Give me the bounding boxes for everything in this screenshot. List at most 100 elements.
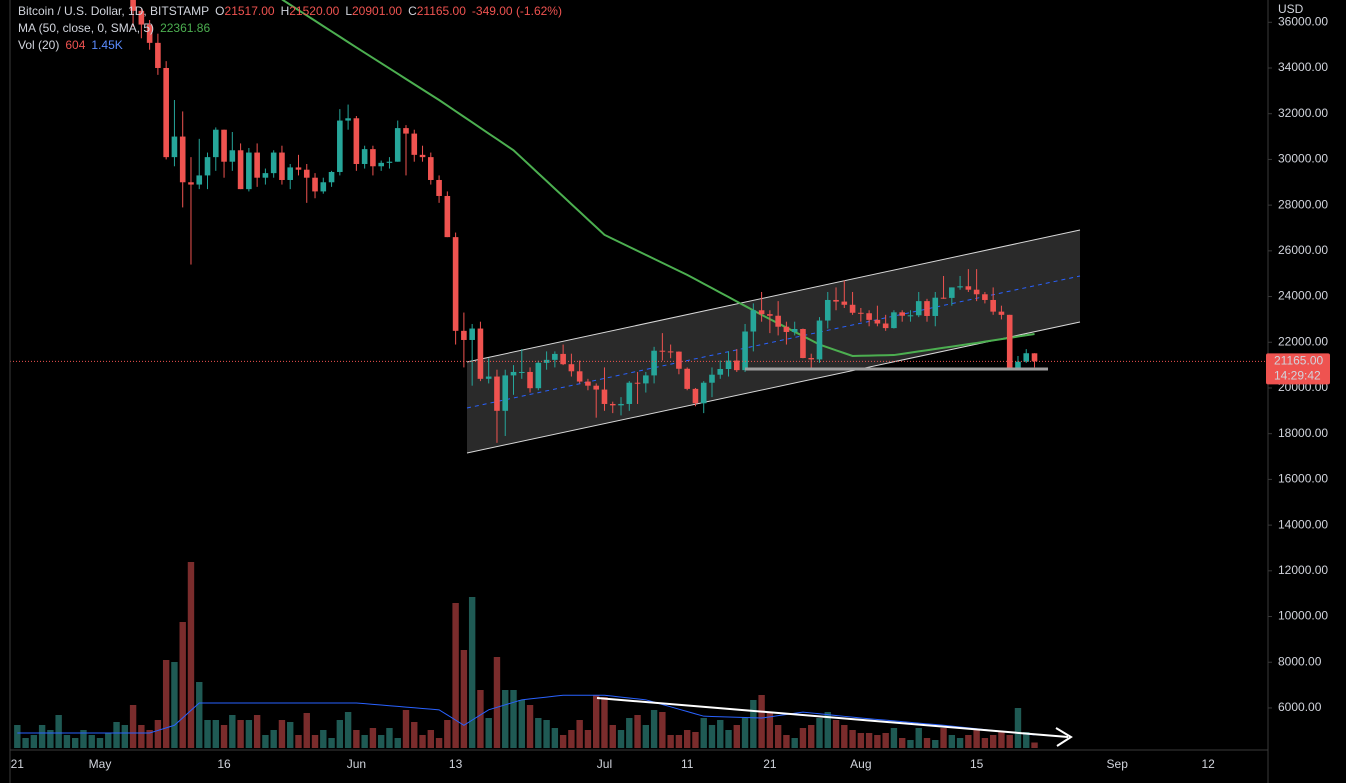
- volume-name: Vol (20): [18, 38, 59, 52]
- candle-body: [907, 315, 914, 317]
- volume-bar: [551, 728, 559, 748]
- candle-body: [320, 182, 327, 192]
- x-tick-label: Aug: [850, 757, 871, 771]
- candle-body: [527, 371, 533, 389]
- x-tick-label: May: [89, 757, 112, 771]
- volume-bar: [113, 722, 120, 748]
- volume-bar: [659, 712, 666, 748]
- volume-bar: [162, 660, 170, 748]
- candle-body: [659, 350, 666, 352]
- volume-bar: [270, 730, 277, 748]
- volume-bar: [741, 718, 749, 748]
- volume-bar: [303, 713, 310, 748]
- volume-bar: [262, 735, 269, 748]
- volume-bar: [55, 715, 62, 748]
- volume-bar: [965, 735, 972, 748]
- volume-bar: [824, 712, 831, 748]
- volume-bar: [146, 730, 153, 748]
- volume-bar: [849, 730, 856, 748]
- volume-bar: [708, 725, 716, 748]
- volume-bar: [38, 725, 46, 748]
- volume-bar: [105, 733, 112, 748]
- candle-body: [990, 299, 996, 312]
- volume-bar: [816, 718, 823, 748]
- candle-body: [651, 350, 657, 376]
- candle-body: [808, 358, 815, 360]
- volume-bar: [444, 720, 451, 748]
- candle-body: [915, 301, 922, 316]
- volume-bar: [973, 730, 980, 748]
- y-tick-label: 26000.00: [1278, 243, 1328, 257]
- candle-body: [783, 326, 790, 332]
- y-tick-label: 34000.00: [1278, 60, 1328, 74]
- legend: Bitcoin / U.S. Dollar, 1D, BITSTAMP O2151…: [18, 4, 562, 52]
- x-tick-label: 13: [449, 757, 463, 771]
- candle-body: [841, 301, 848, 305]
- open-label: O: [215, 4, 224, 18]
- price-tag-countdown: 14:29:42: [1274, 369, 1321, 383]
- candle-body: [188, 182, 194, 185]
- y-tick-label: 22000.00: [1278, 334, 1328, 348]
- trend-arrow: [1055, 727, 1073, 747]
- volume-bar: [998, 732, 1005, 748]
- volume-bar: [601, 697, 608, 748]
- candle-body: [295, 167, 302, 170]
- volume-bar: [220, 725, 228, 748]
- candle-body: [518, 371, 525, 373]
- candle-body: [560, 353, 566, 365]
- candle-body: [882, 323, 889, 329]
- volume-bar: [750, 700, 757, 748]
- y-tick-label: 14000.00: [1278, 517, 1328, 531]
- candle-body: [171, 136, 178, 158]
- volume-bar: [71, 738, 79, 748]
- candle-body: [1031, 353, 1038, 362]
- volume-value: 604: [65, 38, 85, 52]
- volume-bar: [229, 715, 236, 748]
- volume-bar: [535, 718, 542, 748]
- candle-body: [155, 42, 161, 68]
- volume-bar: [344, 712, 352, 748]
- volume-bar: [609, 725, 616, 748]
- y-tick-label: 10000.00: [1278, 609, 1328, 623]
- volume-bar: [1023, 732, 1030, 748]
- candle-body: [758, 310, 765, 315]
- candle-body: [312, 177, 318, 192]
- volume-bar: [386, 728, 393, 748]
- volume-bar: [30, 735, 38, 748]
- candle-body: [370, 149, 376, 167]
- candle-body: [667, 351, 674, 353]
- candle-body: [270, 152, 277, 174]
- volume-bar: [1031, 742, 1038, 748]
- candle-body: [775, 315, 781, 327]
- y-tick-label: 18000.00: [1278, 426, 1328, 440]
- volume-bar: [328, 738, 335, 748]
- low-label: L: [345, 4, 352, 18]
- axes: 6000.00 8000.00 10000.00 12000.00 14000.00 16…: [11, 14, 1329, 771]
- candle-body: [229, 150, 236, 162]
- candle-body: [585, 381, 591, 386]
- y-tick-label: 24000.00: [1278, 289, 1328, 303]
- volume-ma-value: 1.45K: [91, 38, 122, 52]
- volume-bar: [96, 738, 104, 748]
- close-label: C: [408, 4, 417, 18]
- volume-bar: [543, 720, 550, 748]
- candle-body: [816, 320, 823, 360]
- volume-bar: [593, 695, 600, 748]
- candle-body: [328, 171, 335, 183]
- candle-body: [485, 376, 492, 379]
- legend-row-volume: Vol (20) 604 1.45K: [18, 38, 123, 52]
- candle-body: [643, 375, 649, 384]
- volume-bar: [667, 735, 674, 748]
- candle-body: [138, 10, 145, 25]
- volume-bar: [237, 720, 244, 748]
- volume-bar: [940, 728, 947, 748]
- candle-body: [378, 162, 384, 167]
- candle-body: [436, 179, 442, 196]
- candle-body: [866, 313, 872, 320]
- candle-body: [932, 297, 939, 316]
- candle-body: [965, 286, 972, 290]
- y-tick-label: 28000.00: [1278, 197, 1328, 211]
- high-value: 21520.00: [289, 4, 339, 18]
- volume-bar: [179, 622, 186, 748]
